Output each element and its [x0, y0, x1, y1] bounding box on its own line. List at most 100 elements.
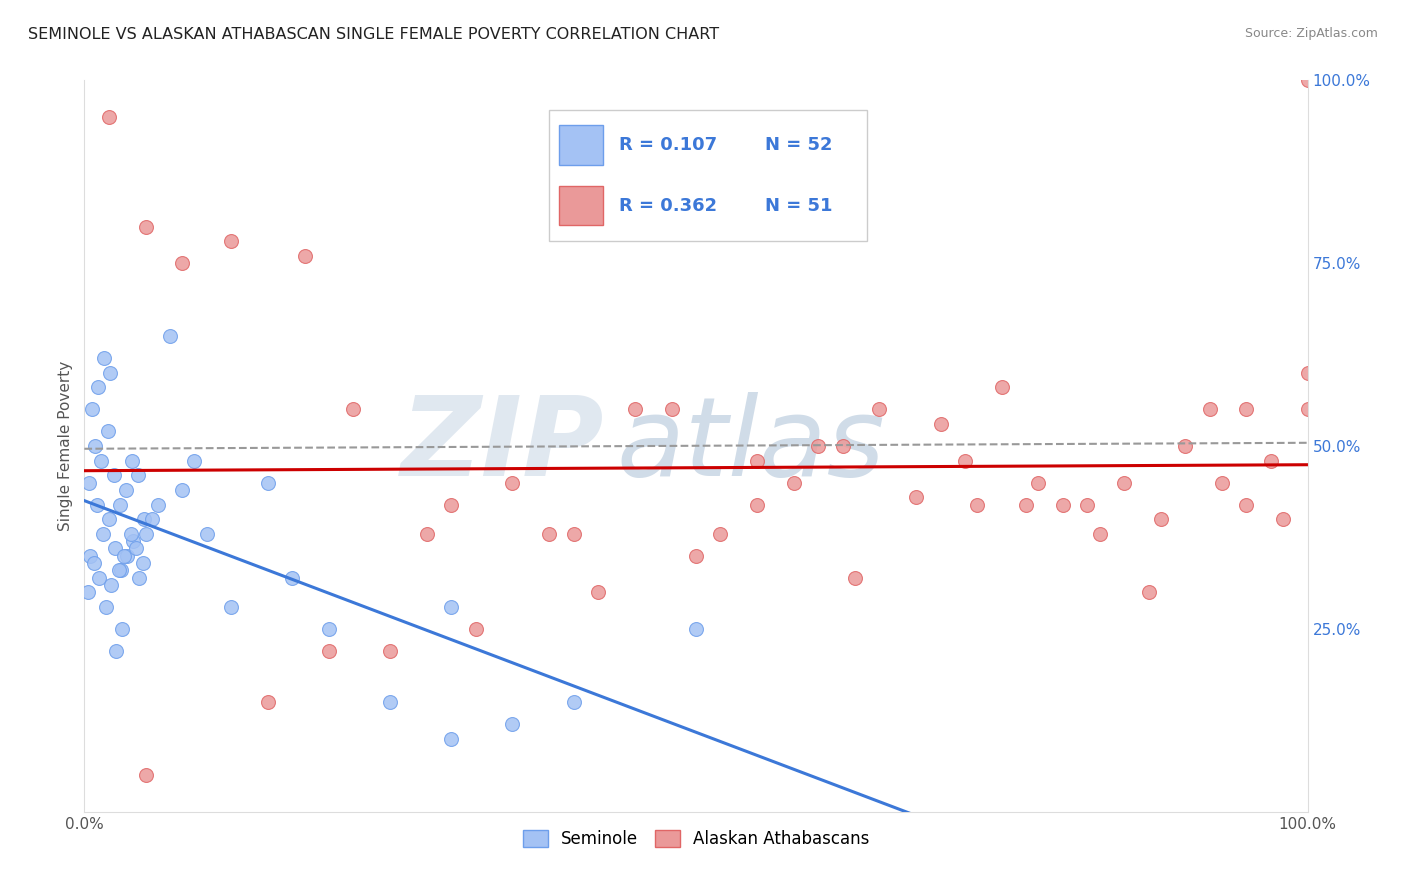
- Point: [135, 768, 157, 782]
- Point: [685, 622, 707, 636]
- Point: [1174, 439, 1197, 453]
- Point: [1150, 512, 1173, 526]
- Point: [111, 622, 134, 636]
- Point: [1296, 73, 1319, 87]
- Point: [966, 498, 988, 512]
- Point: [905, 490, 928, 504]
- Point: [440, 599, 463, 614]
- Point: [125, 541, 148, 556]
- Point: [97, 110, 120, 124]
- Point: [953, 453, 976, 467]
- Point: [115, 549, 138, 563]
- Point: [93, 351, 115, 366]
- Point: [110, 563, 132, 577]
- Point: [1296, 402, 1319, 417]
- Point: [502, 475, 524, 490]
- Point: [440, 731, 463, 746]
- Point: [134, 512, 156, 526]
- Point: [318, 622, 340, 636]
- Point: [318, 644, 340, 658]
- Point: [709, 526, 731, 541]
- Point: [562, 526, 585, 541]
- Point: [257, 695, 280, 709]
- Point: [464, 622, 486, 636]
- Point: [1236, 402, 1258, 417]
- Y-axis label: Single Female Poverty: Single Female Poverty: [58, 361, 73, 531]
- Point: [96, 599, 118, 614]
- Point: [135, 219, 157, 234]
- Text: ZIP: ZIP: [401, 392, 605, 500]
- Point: [1076, 498, 1098, 512]
- Point: [146, 498, 169, 512]
- Point: [159, 329, 181, 343]
- Point: [380, 695, 402, 709]
- Point: [77, 475, 100, 490]
- Point: [135, 526, 157, 541]
- Point: [661, 402, 683, 417]
- Point: [586, 585, 609, 599]
- Point: [107, 563, 129, 577]
- Point: [86, 498, 108, 512]
- Point: [1198, 402, 1220, 417]
- Point: [1137, 585, 1160, 599]
- Point: [80, 402, 103, 417]
- Point: [105, 644, 128, 658]
- Point: [502, 717, 524, 731]
- Point: [219, 599, 242, 614]
- Point: [991, 380, 1014, 394]
- Point: [112, 549, 135, 563]
- Point: [128, 571, 150, 585]
- Point: [97, 425, 120, 439]
- Point: [172, 483, 194, 497]
- Point: [685, 549, 707, 563]
- Point: [100, 578, 122, 592]
- Point: [844, 571, 866, 585]
- Point: [108, 498, 131, 512]
- Point: [1272, 512, 1295, 526]
- Point: [1028, 475, 1050, 490]
- Point: [281, 571, 304, 585]
- Point: [141, 512, 163, 526]
- Point: [77, 585, 100, 599]
- Point: [121, 453, 143, 467]
- Point: [869, 402, 891, 417]
- Point: [1236, 498, 1258, 512]
- Point: [1088, 526, 1111, 541]
- Point: [1296, 366, 1319, 380]
- Point: [219, 234, 242, 248]
- Point: [127, 468, 149, 483]
- Text: atlas: atlas: [616, 392, 886, 500]
- Point: [104, 541, 127, 556]
- Point: [1211, 475, 1233, 490]
- Point: [83, 556, 105, 570]
- Point: [183, 453, 205, 467]
- Point: [87, 380, 110, 394]
- Point: [79, 549, 101, 563]
- Point: [929, 417, 952, 431]
- Point: [380, 644, 402, 658]
- Point: [783, 475, 806, 490]
- Point: [84, 439, 107, 453]
- Point: [1015, 498, 1038, 512]
- Legend: Seminole, Alaskan Athabascans: Seminole, Alaskan Athabascans: [516, 823, 876, 855]
- Text: Source: ZipAtlas.com: Source: ZipAtlas.com: [1244, 27, 1378, 40]
- Text: SEMINOLE VS ALASKAN ATHABASCAN SINGLE FEMALE POVERTY CORRELATION CHART: SEMINOLE VS ALASKAN ATHABASCAN SINGLE FE…: [28, 27, 720, 42]
- Point: [747, 453, 769, 467]
- Point: [97, 512, 120, 526]
- Point: [98, 366, 121, 380]
- Point: [115, 483, 138, 497]
- Point: [1114, 475, 1136, 490]
- Point: [807, 439, 830, 453]
- Point: [416, 526, 439, 541]
- Point: [90, 453, 112, 467]
- Point: [195, 526, 218, 541]
- Point: [91, 526, 114, 541]
- Point: [747, 498, 769, 512]
- Point: [132, 556, 155, 570]
- Point: [257, 475, 280, 490]
- Point: [831, 439, 853, 453]
- Point: [538, 526, 561, 541]
- Point: [1260, 453, 1282, 467]
- Point: [103, 468, 125, 483]
- Point: [120, 526, 142, 541]
